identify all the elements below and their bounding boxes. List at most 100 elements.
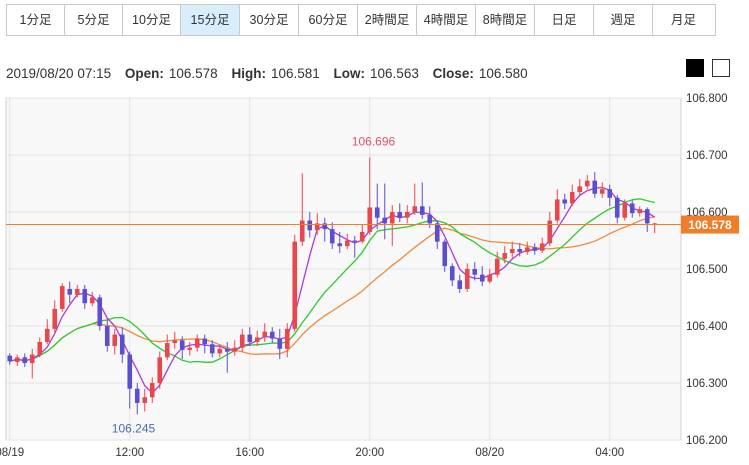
- tab-timeframe[interactable]: 2時間足: [358, 5, 417, 35]
- tab-timeframe[interactable]: 月足: [653, 5, 714, 35]
- high-value: 106.581: [270, 66, 320, 81]
- candle-body: [179, 340, 185, 350]
- candle-body: [269, 331, 275, 339]
- x-tick-label: 20:00: [355, 447, 384, 459]
- candle-body: [337, 243, 343, 247]
- candle-body: [254, 337, 260, 342]
- ohlc-datetime: 2019/08/20 07:15: [6, 66, 112, 81]
- open-label: Open:: [124, 66, 164, 81]
- candle-body: [172, 340, 178, 344]
- close-label: Close:: [432, 66, 474, 81]
- candle-body: [614, 197, 620, 218]
- candle-body: [232, 347, 238, 352]
- candle-body: [239, 334, 245, 348]
- candle-body: [622, 203, 628, 218]
- candle-body: [37, 341, 43, 355]
- candle-body: [142, 397, 148, 403]
- candle-body: [502, 253, 508, 259]
- candle-body: [637, 209, 643, 214]
- candle-body: [487, 274, 493, 282]
- candle-body: [104, 326, 110, 346]
- candle-body: [382, 217, 388, 224]
- candle-body: [194, 338, 200, 348]
- tab-timeframe[interactable]: 60分足: [299, 5, 358, 35]
- candle-body: [7, 355, 13, 362]
- current-price-label: 106.578: [688, 218, 732, 232]
- tab-timeframe[interactable]: 日足: [535, 5, 594, 35]
- tab-timeframe[interactable]: 10分足: [123, 5, 181, 35]
- x-tick-label: 04:00: [595, 447, 624, 459]
- candle-body: [352, 240, 358, 242]
- low-value: 106.563: [370, 66, 419, 81]
- x-tick-label: 08/20: [475, 447, 504, 459]
- candle-body: [629, 203, 635, 214]
- candle-body: [404, 212, 410, 218]
- candle-body: [472, 269, 478, 275]
- tab-timeframe[interactable]: 5分足: [65, 5, 123, 35]
- candle-body: [187, 347, 193, 350]
- candle-body: [442, 241, 448, 267]
- candle-body: [127, 354, 133, 389]
- candle-body: [299, 220, 305, 242]
- candle-body: [562, 199, 568, 204]
- light-theme-button[interactable]: [712, 59, 730, 77]
- candle-body: [554, 199, 560, 221]
- high-annotation: 106.696: [352, 134, 396, 148]
- tab-timeframe[interactable]: 週足: [594, 5, 653, 35]
- ohlc-info: 2019/08/20 07:15 Open: 106.578 High: 106.5…: [6, 66, 528, 81]
- y-tick-label: 106.700: [686, 150, 728, 162]
- current-price-tag: [681, 215, 739, 234]
- candle-body: [82, 288, 88, 304]
- candle-body: [397, 212, 403, 218]
- candle-body: [457, 280, 463, 289]
- x-tick-label: 12:00: [115, 447, 144, 459]
- candle-body: [547, 220, 553, 244]
- tab-timeframe[interactable]: 1分足: [7, 5, 65, 35]
- candle-body: [164, 343, 170, 358]
- candle-body: [209, 344, 215, 354]
- tab-timeframe[interactable]: 4時間足: [417, 5, 476, 35]
- candle-body: [434, 223, 440, 242]
- candle-body: [644, 209, 650, 224]
- candle-body: [112, 334, 118, 346]
- candle-body: [367, 207, 373, 232]
- candle-body: [344, 240, 350, 247]
- candle-body: [217, 348, 223, 354]
- candle-body: [427, 214, 433, 224]
- candle-body: [479, 274, 485, 282]
- candle-body: [59, 286, 65, 309]
- tab-timeframe[interactable]: 30分足: [240, 5, 299, 35]
- candle-body: [224, 348, 230, 352]
- candle-body: [67, 288, 73, 295]
- y-tick-label: 106.400: [686, 321, 728, 333]
- candle-body: [262, 331, 268, 338]
- candle-body: [292, 241, 298, 329]
- candle-body: [314, 223, 320, 231]
- tab-timeframe[interactable]: 15分足: [181, 5, 240, 35]
- candle-body: [359, 231, 365, 242]
- candle-body: [449, 266, 455, 281]
- candle-body: [412, 206, 418, 212]
- dark-theme-button[interactable]: [686, 59, 704, 77]
- candle-body: [374, 207, 380, 218]
- candle-body: [157, 357, 163, 383]
- candle-body: [202, 338, 208, 345]
- candle-body: [524, 247, 530, 252]
- y-tick-label: 106.500: [686, 264, 728, 276]
- candle-body: [464, 269, 470, 289]
- candle-body: [599, 189, 605, 194]
- high-label: High:: [231, 66, 266, 81]
- candle-body: [277, 338, 283, 349]
- ma-long-line: [9, 215, 655, 362]
- tab-timeframe[interactable]: 8時間足: [476, 5, 535, 35]
- candle-body: [89, 297, 95, 304]
- timeframe-tabs: 1分足 5分足 10分足 15分足 30分足 60分足 2時間足 4時間足 8時間足 日足 週足 月足: [6, 4, 716, 36]
- candle-body: [389, 212, 395, 224]
- candle-body: [329, 229, 335, 244]
- candle-body: [119, 334, 125, 355]
- candle-body: [134, 388, 140, 403]
- y-tick-label: 106.200: [686, 435, 728, 447]
- candle-body: [592, 180, 598, 194]
- candle-body: [494, 258, 500, 275]
